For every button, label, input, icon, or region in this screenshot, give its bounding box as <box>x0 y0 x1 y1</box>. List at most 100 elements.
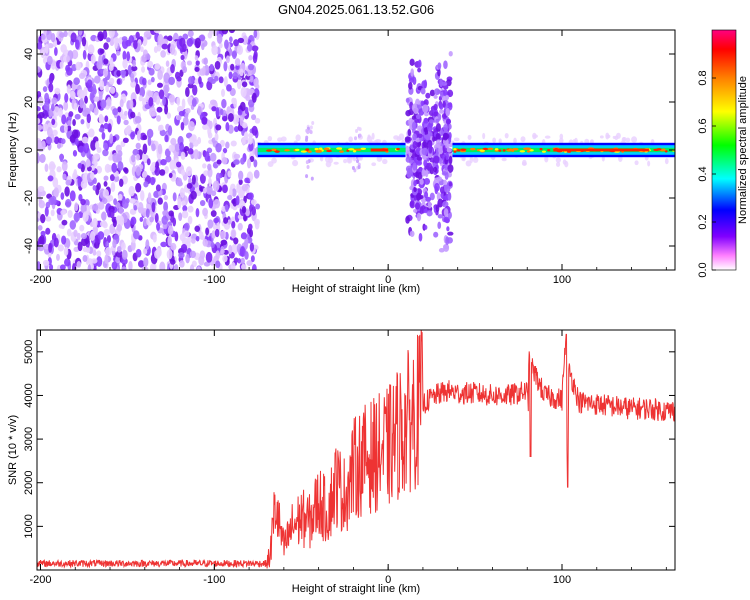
spectrogram-burst-cell <box>305 135 309 140</box>
spectrogram-y-label: Frequency (Hz) <box>7 112 19 188</box>
spectrogram-noise-cell <box>43 244 50 250</box>
spectrogram-burst-cell <box>425 196 432 202</box>
spectrogram-noise-cell <box>193 149 199 160</box>
spectrogram-noise-cell <box>201 116 208 125</box>
spectrogram-noise-cell <box>109 57 114 68</box>
spectrogram-band-peak <box>528 149 534 152</box>
spectrogram-noise-cell <box>164 134 169 143</box>
spectrogram-noise-cell <box>249 242 255 252</box>
spectrogram-noise-cell <box>89 230 96 242</box>
spectrogram-burst-cell <box>443 179 447 186</box>
spectrogram-noise-cell <box>163 194 169 201</box>
spectrogram-band-peak <box>266 149 272 152</box>
spectrogram-burst-cell <box>448 123 452 130</box>
spectrogram-noise-cell <box>37 139 42 150</box>
spectrogram-noise-cell <box>58 107 63 118</box>
spectrogram-band-peak <box>284 149 290 152</box>
colorbar-tick-label: 0.2 <box>697 214 709 229</box>
spectrogram-faint-cell <box>606 134 611 139</box>
spectrogram-burst-cell <box>429 192 435 201</box>
spectrogram-noise-cell <box>48 74 54 85</box>
spectrogram-noise-cell <box>214 132 219 142</box>
spectrogram-band-peak <box>526 150 531 153</box>
spectrogram-noise-cell <box>252 53 258 64</box>
spectrogram-burst-cell <box>423 111 429 117</box>
spectrogram-noise-cell <box>93 107 99 116</box>
spectrogram-noise-cell <box>207 219 214 229</box>
spectrogram-noise-cell <box>39 153 46 163</box>
spectrogram-noise-cell <box>82 49 87 60</box>
spectrogram-noise-cell <box>60 138 66 145</box>
spectrogram-noise-cell <box>135 166 142 177</box>
spectrogram-burst-cell <box>417 125 423 132</box>
spectrogram-noise-cell <box>254 220 260 230</box>
spectrogram-band-peak <box>271 148 277 152</box>
spectrogram-noise-cell <box>116 115 121 125</box>
spectrogram-noise-cell <box>37 106 41 112</box>
spectrogram-noise-cell <box>186 182 193 189</box>
spectrogram-burst-cell <box>428 119 434 124</box>
spectrogram-noise-cell <box>221 184 228 194</box>
spectrogram-ytick-label: -20 <box>23 190 35 206</box>
spectrogram-noise-cell <box>45 216 52 222</box>
spectrogram-noise-cell <box>146 128 154 139</box>
spectrogram-noise-cell <box>198 255 205 266</box>
spectrogram-noise-cell <box>215 107 220 118</box>
spectrogram-faint-cell <box>472 157 479 163</box>
spectrogram-noise-cell <box>143 31 151 38</box>
spectrogram-noise-cell <box>186 37 194 47</box>
spectrogram-noise-cell <box>59 264 66 270</box>
spectrogram-burst-cell <box>357 126 361 131</box>
spectrogram-noise-cell <box>108 155 113 161</box>
spectrogram-burst-cell <box>448 143 454 148</box>
spectrogram-noise-cell <box>125 198 130 204</box>
spectrogram-noise-cell <box>246 259 253 267</box>
spectrogram-noise-cell <box>159 129 166 137</box>
spectrogram-noise-cell <box>189 250 197 259</box>
spectrogram-noise-cell <box>247 63 255 71</box>
spectrogram-burst-cell <box>435 132 441 140</box>
spectrogram-noise-cell <box>114 38 118 49</box>
spectrogram-noise-cell <box>71 49 79 60</box>
spectrogram-noise-cell <box>254 117 261 124</box>
spectrogram-noise-cell <box>92 249 97 256</box>
spectrogram-faint-cell <box>292 159 299 167</box>
spectrogram-noise-cell <box>202 163 207 169</box>
spectrogram-noise-cell <box>180 243 188 253</box>
spectrogram-burst-cell <box>445 118 451 125</box>
spectrogram-noise-cell <box>100 221 104 227</box>
spectrogram-noise-cell <box>118 206 124 215</box>
spectrogram-noise-cell <box>246 43 253 52</box>
spectrogram-noise-cell <box>69 190 76 202</box>
spectrogram-noise-cell <box>208 120 213 130</box>
spectrogram-noise-cell <box>154 212 159 224</box>
spectrogram-noise-cell <box>253 169 260 179</box>
spectrogram-noise-cell <box>194 225 201 232</box>
spectrogram-noise-cell <box>239 68 244 77</box>
spectrogram-noise-cell <box>106 235 111 244</box>
spectrogram-burst-cell <box>405 156 412 163</box>
spectrogram-noise-cell <box>47 43 54 49</box>
spectrogram-noise-cell <box>215 172 221 183</box>
spectrogram-noise-cell <box>251 92 257 103</box>
spectrogram-noise-cell <box>46 30 53 41</box>
spectrogram-noise-cell <box>241 81 248 88</box>
spectrogram-burst-cell <box>418 232 423 242</box>
spectrogram-burst-cell <box>405 97 410 103</box>
spectrogram-noise-cell <box>236 79 242 90</box>
spectrogram-noise-cell <box>170 63 175 74</box>
spectrogram-noise-cell <box>60 209 67 216</box>
spectrogram-noise-cell <box>98 115 105 124</box>
spectrogram-noise-cell <box>63 246 69 257</box>
spectrogram-noise-cell <box>110 181 116 193</box>
spectrogram-noise-cell <box>108 30 115 38</box>
spectrogram-noise-cell <box>86 113 91 124</box>
spectrogram-noise-cell <box>168 94 175 103</box>
spectrogram-xtick-label: -200 <box>29 274 51 286</box>
spectrogram-burst-cell <box>410 68 415 77</box>
spectrogram-band-peak <box>396 147 400 151</box>
spectrogram-band-peak <box>294 148 300 152</box>
spectrogram-noise-cell <box>80 232 88 240</box>
spectrogram-noise-cell <box>228 244 233 255</box>
spectrogram-noise-cell <box>37 66 41 73</box>
